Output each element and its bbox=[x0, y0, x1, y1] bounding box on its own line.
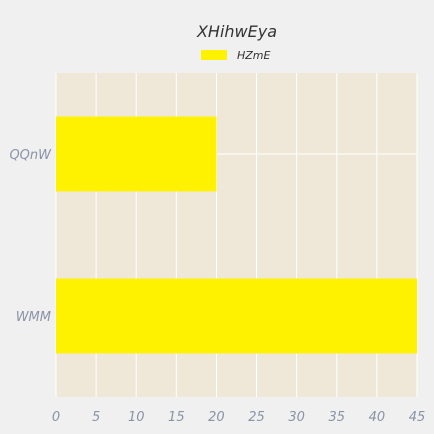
x-tick-label: 35 bbox=[329, 410, 346, 425]
x-tick-label: 40 bbox=[369, 410, 386, 425]
y-axis-tick-labels: QQnW WMM bbox=[9, 148, 52, 325]
bars bbox=[56, 116, 417, 354]
legend-label: HZmE bbox=[237, 49, 271, 62]
x-tick-label: 20 bbox=[208, 410, 225, 425]
y-tick-label: QQnW bbox=[9, 148, 52, 163]
legend: HZmE bbox=[201, 49, 271, 62]
x-tick-label: 10 bbox=[128, 410, 145, 425]
bar-wmm bbox=[56, 278, 417, 354]
x-tick-label: 25 bbox=[248, 410, 265, 425]
x-tick-label: 0 bbox=[52, 410, 60, 425]
x-tick-label: 5 bbox=[92, 410, 100, 425]
legend-swatch bbox=[201, 50, 227, 60]
chart-title: XHihwEya bbox=[196, 22, 277, 41]
bar-qqnw bbox=[56, 116, 217, 192]
x-tick-label: 30 bbox=[288, 410, 305, 425]
x-axis-tick-labels: 0 5 10 15 20 25 30 35 40 45 bbox=[52, 410, 425, 425]
x-tick-label: 45 bbox=[409, 410, 426, 425]
x-tick-label: 15 bbox=[168, 410, 185, 425]
y-tick-label: WMM bbox=[16, 310, 51, 325]
